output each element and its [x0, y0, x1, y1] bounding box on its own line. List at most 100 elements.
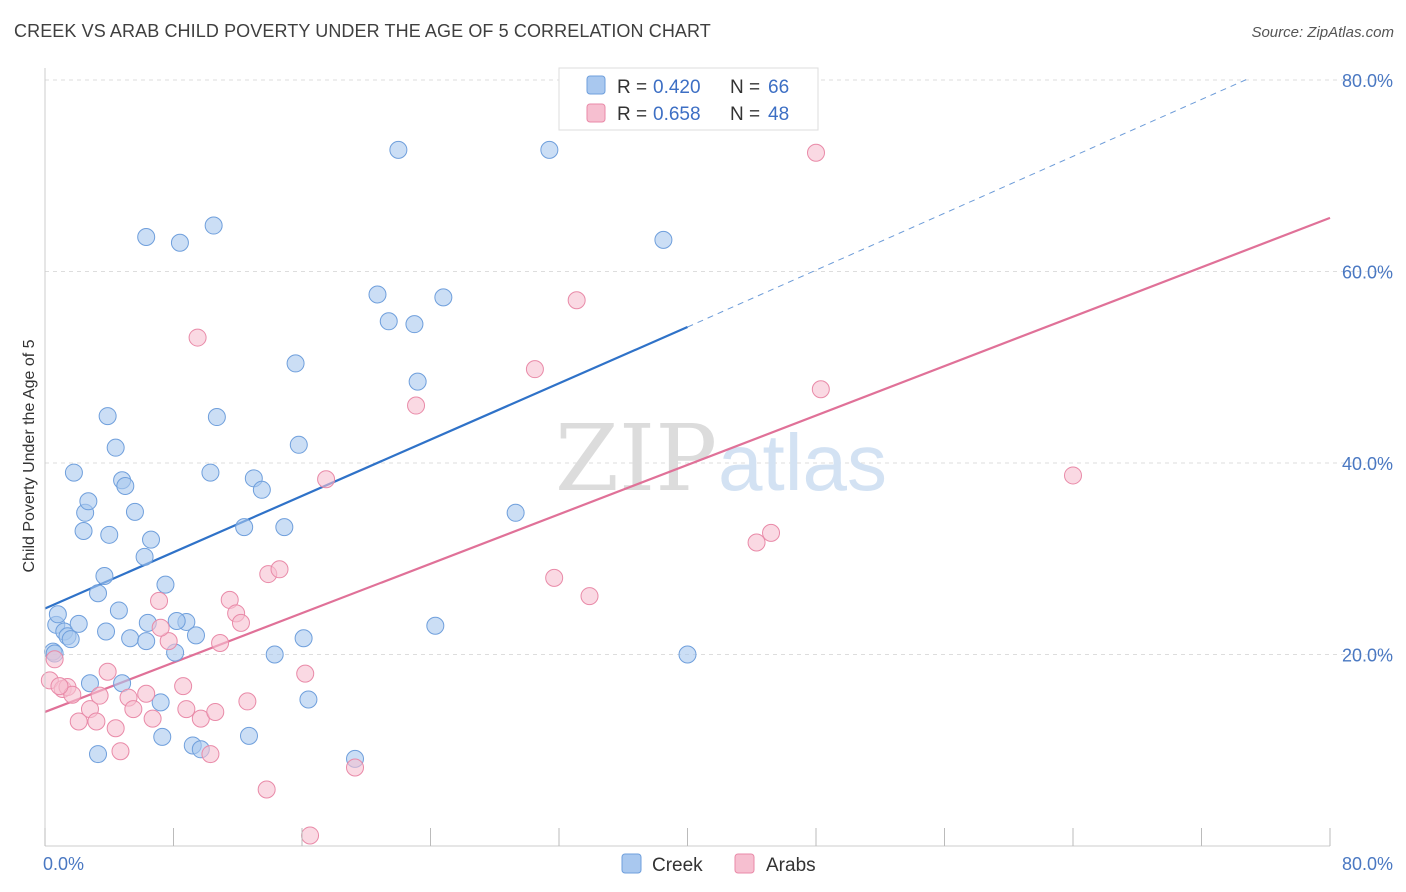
arabs-point [747, 533, 766, 552]
source-label: Source: ZipAtlas.com [1251, 24, 1394, 41]
creek-point [121, 629, 140, 648]
creek-point [74, 521, 93, 540]
creek-point [89, 745, 108, 764]
legend-arabs-r-value: 0.658 [653, 104, 701, 125]
creek-point [135, 547, 154, 566]
arabs-point [257, 780, 276, 799]
arabs-point [174, 677, 193, 696]
arabs-point [201, 745, 220, 764]
legend-creek-n-value: 66 [768, 77, 789, 98]
creek-point [204, 216, 223, 235]
arabs-point [1064, 466, 1082, 485]
arabs-point [270, 560, 289, 579]
arabs-point [111, 742, 130, 761]
y-axis-label: Child Poverty Under the Age of 5 [21, 339, 38, 572]
creek-point [100, 525, 119, 544]
bottom-legend-creek-label: Creek [652, 855, 703, 876]
arabs-trend-line [44, 216, 1331, 713]
creek-point [125, 502, 144, 521]
arabs-point [206, 702, 225, 721]
legend-creek-n-label: N = [730, 77, 760, 98]
arabs-point [407, 396, 426, 415]
creek-point [389, 140, 408, 159]
creek-point [275, 518, 294, 537]
creek-point [80, 674, 99, 693]
axes: 0.0% 80.0% [43, 68, 1393, 874]
x-tick-label-max: 80.0% [1342, 854, 1393, 874]
creek-point [48, 605, 67, 624]
arabs-point [301, 826, 320, 845]
legend-arabs-n-value: 48 [768, 104, 789, 125]
arabs-point [296, 664, 315, 683]
bottom-legend: Creek Arabs [621, 853, 816, 876]
legend-arabs-n-label: N = [730, 104, 760, 125]
arabs-point [159, 632, 178, 651]
creek-point [170, 233, 189, 252]
legend: R = 0.420 N = 66 R = 0.658 N = 48 [558, 67, 819, 131]
creek-point [239, 726, 258, 745]
watermark-zip: ZIP [555, 405, 717, 512]
legend-creek-r-label: R = [617, 77, 647, 98]
creek-point [289, 435, 308, 454]
arabs-point [98, 662, 117, 681]
creek-point [186, 626, 205, 645]
arabs-point [87, 712, 106, 731]
creek-point [426, 616, 445, 635]
creek-point [79, 492, 98, 511]
creek-point [286, 354, 305, 373]
arabs-point [762, 523, 781, 542]
creek-point [368, 285, 387, 304]
creek-point [151, 693, 170, 712]
bottom-legend-creek-swatch [621, 853, 642, 874]
creek-point [153, 727, 172, 746]
arabs-point [807, 143, 825, 162]
creek-point [97, 622, 116, 641]
creek-point [167, 611, 186, 630]
arabs-point [50, 677, 69, 696]
creek-trend-extension [687, 77, 1250, 328]
creek-point [506, 503, 525, 522]
data-points [40, 140, 1082, 845]
legend-arabs-swatch [586, 103, 606, 123]
arabs-point [567, 291, 586, 310]
arabs-point [177, 700, 196, 719]
creek-point [137, 632, 156, 651]
creek-point [156, 575, 175, 594]
watermark-atlas: atlas [718, 418, 887, 507]
creek-point [654, 230, 673, 249]
arabs-point [151, 618, 170, 637]
y-tick-label-80: 80.0% [1342, 71, 1393, 91]
arabs-point [45, 650, 64, 669]
creek-point [408, 372, 427, 391]
creek-point [294, 629, 313, 648]
creek-point [299, 690, 318, 709]
creek-point [201, 463, 220, 482]
bottom-legend-arabs-swatch [734, 853, 755, 874]
creek-point [142, 530, 161, 549]
arabs-point [188, 328, 207, 347]
y-tick-label-60: 60.0% [1342, 263, 1393, 283]
x-tick-label-min: 0.0% [43, 854, 84, 874]
chart-title: CREEK VS ARAB CHILD POVERTY UNDER THE AG… [14, 21, 711, 41]
arabs-point [525, 360, 544, 379]
creek-point [89, 584, 108, 603]
creek-point [137, 228, 156, 247]
creek-point [106, 438, 125, 457]
creek-point [235, 518, 254, 537]
arabs-point [238, 692, 257, 711]
arabs-point [317, 470, 336, 489]
bottom-legend-arabs-label: Arabs [766, 855, 816, 876]
arabs-point [143, 709, 162, 728]
legend-arabs-r-label: R = [617, 104, 647, 125]
creek-point [61, 630, 80, 649]
arabs-point [106, 719, 125, 738]
y-tick-label-20: 20.0% [1342, 646, 1393, 666]
creek-point [434, 288, 453, 307]
arabs-point [124, 700, 143, 719]
creek-point [116, 476, 135, 495]
creek-point [109, 601, 128, 620]
arabs-point [346, 758, 365, 777]
arabs-point [580, 587, 599, 606]
arabs-point [211, 634, 230, 653]
